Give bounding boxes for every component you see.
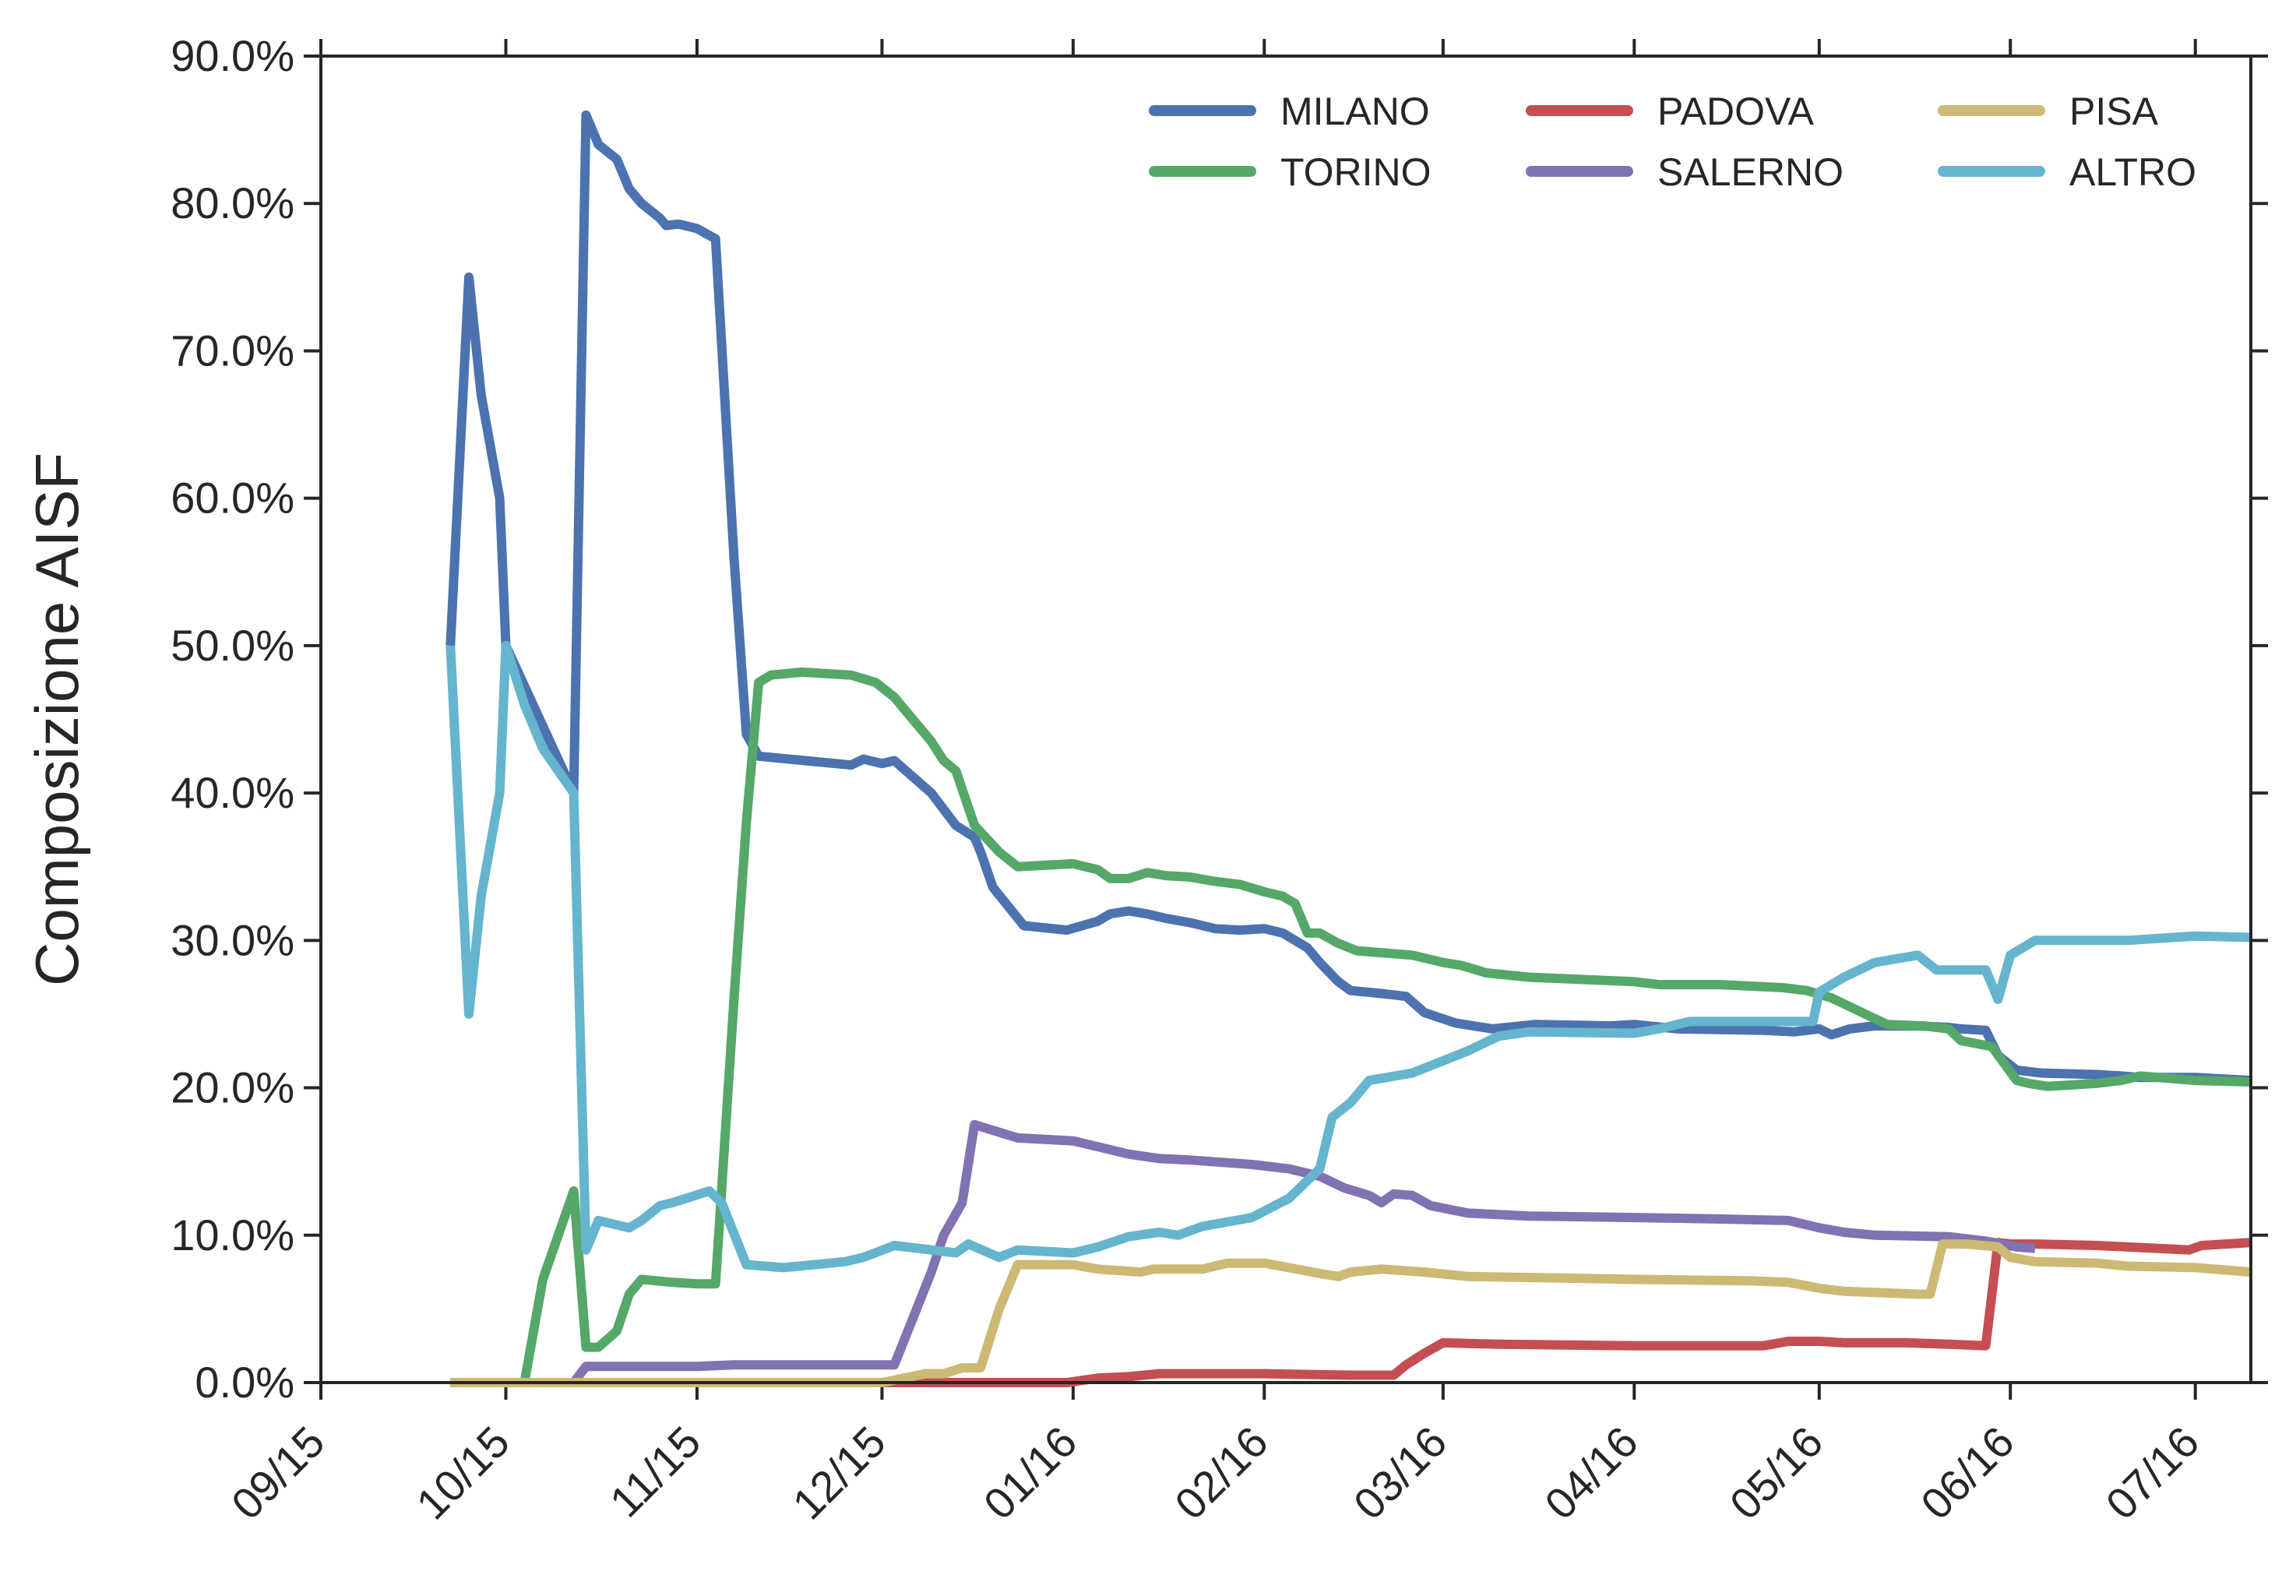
y-tick-label: 0.0%: [195, 1358, 294, 1407]
legend-label-pisa: PISA: [2069, 90, 2159, 133]
plot-frame: [319, 55, 2252, 1384]
y-axis-title: Composizione AISF: [23, 453, 91, 986]
y-tick-label: 30.0%: [171, 915, 294, 964]
legend-label-altro: ALTRO: [2069, 150, 2196, 194]
series-layer: [445, 110, 2252, 1387]
legend-label-padova: PADOVA: [1657, 90, 1815, 133]
y-tick-label: 80.0%: [171, 178, 294, 227]
legend-label-torino: TORINO: [1280, 150, 1431, 194]
series-line-torino: [450, 667, 2252, 1387]
x-tick-label: 04/16: [1535, 1417, 1647, 1529]
y-tick-label: 90.0%: [171, 31, 294, 80]
y-tick-label: 20.0%: [171, 1063, 294, 1112]
legend: MILANO TORINO PADOVA SALERNO PISA ALTRO: [1149, 90, 2196, 194]
y-tick-label: 70.0%: [171, 326, 294, 375]
y-tick-label: 40.0%: [171, 768, 294, 817]
legend-label-milano: MILANO: [1280, 90, 1430, 133]
x-tick-label: 07/16: [2097, 1417, 2209, 1529]
series-line-salerno: [450, 1119, 2036, 1387]
x-tick-label: 11/15: [600, 1417, 710, 1527]
axes-layer: 0.0% 10.0% 20.0% 30.0% 40.0% 50.0% 60.0% 70.0% 8…: [171, 31, 2268, 1529]
frame-layer: [319, 55, 2252, 1384]
series-line-milano: [445, 110, 2252, 1086]
x-tick-label: 09/15: [222, 1417, 334, 1529]
series-line-padova: [450, 1238, 2252, 1387]
series-line-altro: [445, 640, 2252, 1273]
x-tick-label: 05/16: [1720, 1417, 1833, 1529]
x-tick-label: 01/16: [974, 1417, 1086, 1529]
y-tick-label: 50.0%: [171, 621, 294, 670]
y-tick-label: 10.0%: [171, 1210, 294, 1260]
x-tick-label: 02/16: [1165, 1417, 1277, 1529]
x-tick-label: 06/16: [1911, 1417, 2023, 1529]
x-tick-label: 03/16: [1344, 1417, 1456, 1529]
x-tick-label: 12/15: [783, 1417, 895, 1529]
x-tick-label: 10/15: [407, 1417, 519, 1529]
series-line-pisa: [450, 1239, 2252, 1387]
y-tick-label: 60.0%: [171, 474, 294, 523]
legend-label-salerno: SALERNO: [1657, 150, 1843, 194]
